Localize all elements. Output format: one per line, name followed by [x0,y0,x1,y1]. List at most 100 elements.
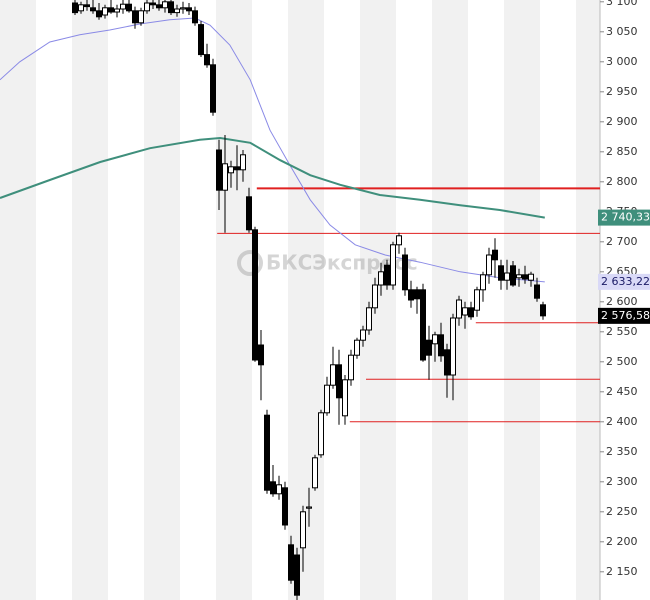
ma-line [0,17,545,283]
candle [438,322,444,362]
candle-body [240,154,246,171]
candle-body [168,1,174,14]
candle [396,232,402,254]
candle [204,43,210,68]
candle [312,454,318,491]
candle [300,505,306,572]
stripe [432,0,468,600]
candle [72,0,78,15]
candle [372,277,378,314]
candle-body [390,244,396,286]
candle-body [486,254,492,276]
price-label: 2 633,22 [601,275,650,288]
candle-body [342,379,348,417]
candle-body [264,414,270,491]
candle-body [414,289,420,300]
candle-body [72,2,78,14]
candle-body [96,10,102,18]
candle-body [366,307,372,331]
candle-body [480,274,486,291]
candle [138,7,144,26]
candle-body [534,284,540,299]
candle-body [252,229,258,361]
candle [258,330,264,401]
candle [270,465,276,497]
candle-body [468,307,474,318]
stripe [288,0,324,600]
candle [414,286,420,314]
candle-body [384,264,390,286]
candle [342,375,348,425]
candle [378,262,384,296]
candle [192,6,198,26]
candle [510,261,516,287]
candle-body [540,304,546,317]
candle [540,301,546,320]
candle [288,535,294,584]
y-tick-label: 2 350 [606,445,638,458]
stripe [576,0,600,600]
candle-body [138,10,144,24]
candle [84,0,90,11]
y-tick-label: 2 600 [606,295,638,308]
candle [96,3,102,20]
candle [294,547,300,600]
candle-body [294,554,300,596]
candle [246,187,252,233]
candle [282,481,288,530]
candle-body [288,544,294,581]
candle [216,139,222,210]
y-tick-label: 2 300 [606,475,638,488]
y-tick-label: 2 700 [606,235,638,248]
candle-body [444,349,450,376]
candle [384,259,390,290]
candle-body [336,364,342,399]
candle-body [156,4,162,9]
candle [462,301,468,329]
candle-body [114,8,120,13]
candle-body [312,457,318,489]
y-tick-label: 2 550 [606,325,638,338]
candle [486,247,492,284]
candle [492,238,498,278]
candle-body [186,7,192,12]
candle-body [204,54,210,66]
stripe [0,0,36,600]
candle [210,58,216,116]
candle [408,280,414,308]
candle-body [516,274,522,279]
candle-body [522,274,528,280]
candle [426,325,432,380]
candle [228,160,234,188]
candle [180,1,186,14]
y-tick-label: 2 400 [606,415,638,428]
candle [432,331,438,362]
price-label: 2 576,58 [601,309,650,322]
candle-body [228,166,234,174]
candle-body [108,7,114,13]
y-tick-label: 2 950 [606,85,638,98]
candle [156,0,162,11]
candle-body [192,10,198,24]
candle [78,1,84,14]
ma-line [0,136,545,219]
y-tick-label: 2 800 [606,175,638,188]
candle [468,301,474,320]
price-label: 2 740,33 [601,211,650,224]
y-tick-label: 2 250 [606,505,638,518]
candle-body [174,8,180,14]
candle [504,259,510,290]
candle-body [270,481,276,495]
candle-body [246,196,252,231]
y-tick-label: 2 150 [606,565,638,578]
candle [348,349,354,386]
watermark-logo [237,250,263,276]
candle [186,3,192,15]
candle [144,0,150,14]
candle [234,145,240,191]
stripe [216,0,252,600]
candle-body [120,3,126,10]
